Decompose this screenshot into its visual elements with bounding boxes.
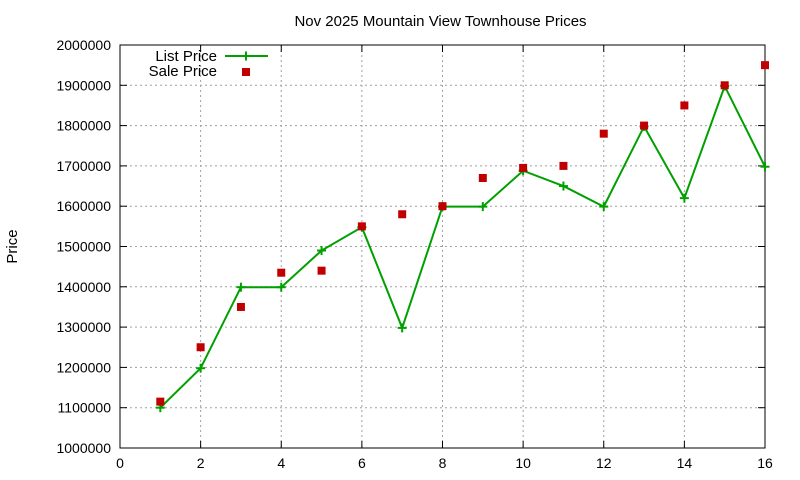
sale-price-point (599, 129, 608, 138)
chart-title: Nov 2025 Mountain View Townhouse Prices (294, 13, 586, 30)
list-price-point (317, 246, 327, 256)
list-price-point (276, 282, 286, 292)
axis-ticks (119, 44, 766, 449)
sale-price-point (519, 163, 528, 172)
legend-label-list-price: List Price (155, 48, 217, 65)
list-price-point (558, 181, 568, 191)
x-tick-label: 12 (596, 455, 612, 471)
x-tick-label: 8 (439, 455, 447, 471)
y-tick-label: 1700000 (56, 158, 111, 174)
sale-price-point (196, 343, 205, 352)
x-tick-label: 10 (515, 455, 531, 471)
y-tick-label: 1300000 (56, 319, 111, 335)
x-tick-label: 14 (677, 455, 693, 471)
series-list-price (155, 81, 770, 413)
list-price-line (159, 83, 766, 409)
legend-swatch-list-price-marker (241, 51, 251, 61)
grid (120, 45, 765, 448)
y-tick-label: 1400000 (56, 279, 111, 295)
sale-price-point (236, 302, 245, 311)
x-tick-label: 4 (277, 455, 285, 471)
y-tick-label: 1200000 (56, 359, 111, 375)
sale-price-point (317, 266, 326, 275)
list-price-point (760, 162, 770, 172)
sale-price-point (640, 121, 649, 130)
sale-price-point (559, 161, 568, 170)
sale-price-point (438, 202, 447, 211)
sale-price-point (761, 61, 769, 70)
series-sale-price (156, 61, 769, 406)
sale-price-point (398, 210, 407, 219)
sale-price-point (277, 268, 286, 277)
y-tick-label: 2000000 (56, 37, 111, 53)
sale-price-point (478, 173, 487, 182)
list-price-point (236, 282, 246, 292)
sale-price-point (357, 222, 366, 231)
list-price-point (599, 202, 609, 212)
sale-price-point (156, 397, 165, 406)
legend-swatches (225, 51, 268, 76)
y-tick-label: 1600000 (56, 198, 111, 214)
series (155, 61, 770, 413)
y-tick-label: 1100000 (58, 400, 112, 416)
list-price-point (679, 193, 689, 203)
y-tick-label: 1000000 (56, 440, 111, 456)
list-price-point (196, 363, 206, 373)
y-tick-label: 1500000 (56, 239, 111, 255)
legend: List Price Sale Price (149, 48, 268, 80)
x-tick-label: 2 (197, 455, 205, 471)
legend-swatch-sale-price-marker (242, 68, 250, 76)
x-axis-tick-labels: 0 2 4 6 8 10 12 14 16 (116, 455, 773, 471)
y-axis-tick-labels: 1000000 1100000 1200000 1300000 1400000 15000… (56, 37, 111, 456)
list-price-point (478, 202, 488, 212)
x-tick-label: 0 (116, 455, 124, 471)
y-axis-title: Price (4, 229, 21, 263)
y-tick-label: 1800000 (56, 118, 111, 134)
list-price-point (397, 323, 407, 333)
legend-label-sale-price: Sale Price (149, 63, 217, 80)
sale-price-point (680, 101, 689, 110)
sale-price-point (720, 81, 729, 90)
x-tick-label: 16 (757, 455, 773, 471)
x-tick-label: 6 (358, 455, 366, 471)
y-tick-label: 1900000 (56, 77, 111, 93)
